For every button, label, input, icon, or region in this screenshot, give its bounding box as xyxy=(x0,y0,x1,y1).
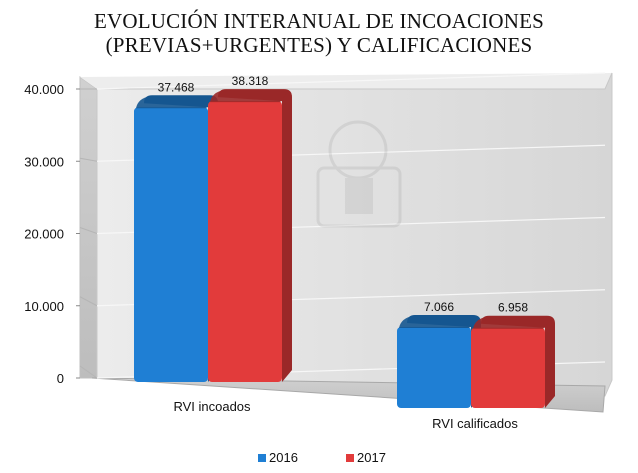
gridline-side xyxy=(79,365,98,379)
legend-item-2017: 2017 xyxy=(346,450,386,465)
chart-title-line-1: EVOLUCIÓN INTERANUAL DE INCOACIONES xyxy=(93,9,545,33)
bar-2017-1 xyxy=(471,327,545,408)
ytick-label: 40.000 xyxy=(24,82,64,97)
legend-label-2016: 2016 xyxy=(269,450,298,465)
legend-swatch-2017 xyxy=(346,454,354,462)
bar-top xyxy=(473,316,551,329)
gridline xyxy=(96,72,606,90)
bar-top xyxy=(136,96,214,109)
bar-side xyxy=(481,315,555,408)
category-label-0: RVI incoados xyxy=(173,399,251,414)
data-label-2016-0: 37.468 xyxy=(158,80,195,94)
ytick-label: 0 xyxy=(57,371,64,386)
bar-2016-0 xyxy=(134,107,208,382)
data-label-2017-0: 38.318 xyxy=(232,74,269,88)
side-wall xyxy=(79,76,98,379)
chart-title-line-2: (PREVIAS+URGENTES) Y CALIFICACIONES xyxy=(105,33,533,57)
legend-label-2017: 2017 xyxy=(357,450,386,465)
bar-2016-1 xyxy=(397,326,471,408)
ytick-label: 10.000 xyxy=(24,299,64,314)
ytick-label: 20.000 xyxy=(24,227,64,242)
gridline-side xyxy=(79,296,98,307)
bar-top xyxy=(399,315,477,328)
bar-top xyxy=(210,90,288,103)
emblem-watermark xyxy=(316,120,402,228)
bar-2017-0 xyxy=(208,101,282,382)
legend-swatch-2016 xyxy=(258,454,266,462)
data-label-2017-1: 6.958 xyxy=(498,301,528,315)
gridline-side xyxy=(79,157,98,162)
gridline-side xyxy=(79,227,98,234)
data-label-2016-1: 7.066 xyxy=(424,300,454,314)
legend-item-2016: 2016 xyxy=(258,450,298,465)
bar-side xyxy=(218,89,292,382)
ytick-label: 30.000 xyxy=(24,154,64,169)
category-label-1: RVI calificados xyxy=(432,416,518,431)
